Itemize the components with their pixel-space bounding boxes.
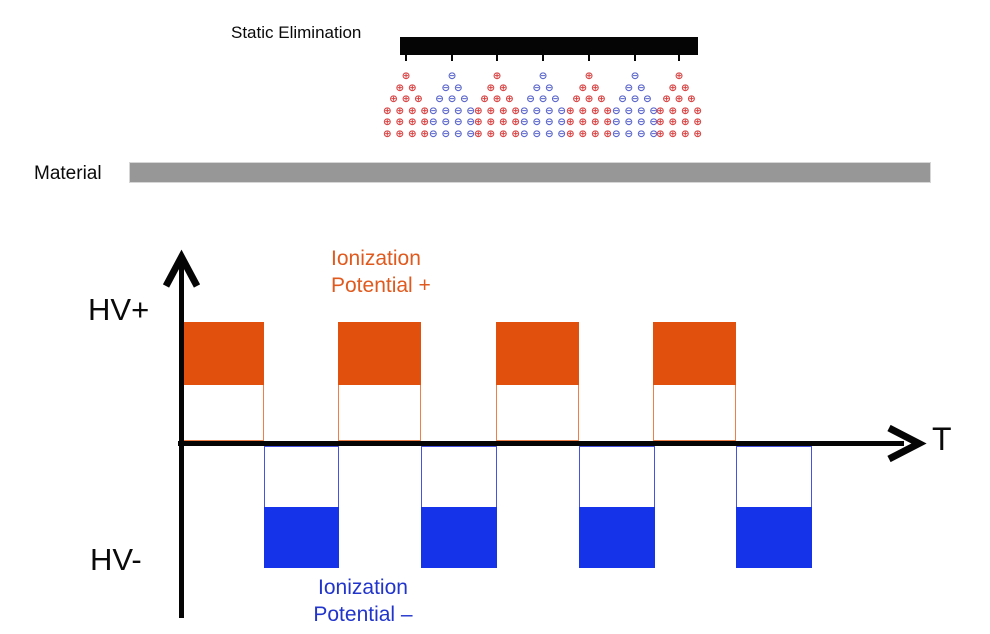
pulse-fill-negative — [736, 507, 812, 568]
emitter-pin — [496, 55, 498, 61]
ion-row: ⊕ — [584, 70, 594, 82]
emitter-pin — [588, 55, 590, 61]
static-elimination-label: Static Elimination — [231, 23, 362, 42]
negative-ion-cluster: ⊖ ⊖ ⊖ ⊖ ⊖ ⊖ ⊖ ⊖ ⊖ ⊖ ⊖ ⊖ ⊖ ⊖ ⊖ ⊖ ⊖ ⊖ — [611, 70, 659, 140]
emitter-pin — [405, 55, 407, 61]
ion-row: ⊖ ⊖ ⊖ ⊖ — [519, 127, 567, 140]
ion-row: ⊕ ⊕ — [668, 81, 690, 94]
pulse-fill-negative — [264, 507, 339, 568]
pulse-fill-negative — [421, 507, 497, 568]
pulse-fill-positive — [338, 322, 421, 385]
ion-row: ⊕ ⊕ ⊕ ⊕ — [655, 104, 703, 117]
ion-row: ⊕ ⊕ — [486, 81, 508, 94]
pulse-fill-negative — [579, 507, 655, 568]
positive-ion-cluster: ⊕ ⊕ ⊕ ⊕ ⊕ ⊕ ⊕ ⊕ ⊕ ⊕ ⊕ ⊕ ⊕ ⊕ ⊕ ⊕ ⊕ ⊕ — [382, 70, 430, 140]
ion-row: ⊖ ⊖ ⊖ ⊖ — [611, 116, 659, 128]
ion-row: ⊕ ⊕ ⊕ ⊕ — [473, 127, 521, 140]
ion-row: ⊖ — [630, 70, 640, 82]
pulse-fill-positive — [180, 322, 264, 385]
ion-row: ⊖ ⊖ ⊖ — [526, 93, 560, 105]
ionization-potential-plus-label: Ionization Potential + — [331, 245, 431, 299]
ion-row: ⊕ ⊕ ⊕ ⊕ — [382, 104, 430, 117]
negative-ion-cluster: ⊖ ⊖ ⊖ ⊖ ⊖ ⊖ ⊖ ⊖ ⊖ ⊖ ⊖ ⊖ ⊖ ⊖ ⊖ ⊖ ⊖ ⊖ — [519, 70, 567, 140]
ion-row: ⊖ ⊖ ⊖ ⊖ — [611, 104, 659, 117]
ionization-potential-minus-line2: Potential – — [313, 603, 413, 626]
positive-ion-cluster: ⊕ ⊕ ⊕ ⊕ ⊕ ⊕ ⊕ ⊕ ⊕ ⊕ ⊕ ⊕ ⊕ ⊕ ⊕ ⊕ ⊕ ⊕ — [565, 70, 613, 140]
ion-row: ⊕ ⊕ ⊕ ⊕ — [565, 104, 613, 117]
ion-row: ⊕ ⊕ ⊕ — [389, 93, 423, 105]
positive-ion-cluster: ⊕ ⊕ ⊕ ⊕ ⊕ ⊕ ⊕ ⊕ ⊕ ⊕ ⊕ ⊕ ⊕ ⊕ ⊕ ⊕ ⊕ ⊕ — [473, 70, 521, 140]
ion-row: ⊕ ⊕ ⊕ ⊕ — [655, 116, 703, 128]
ion-row: ⊖ ⊖ — [624, 81, 646, 94]
ion-row: ⊖ ⊖ ⊖ ⊖ — [519, 116, 567, 128]
hv-minus-label: HV- — [90, 542, 142, 577]
ion-row: ⊕ ⊕ ⊕ ⊕ — [382, 127, 430, 140]
positive-ion-cluster: ⊕ ⊕ ⊕ ⊕ ⊕ ⊕ ⊕ ⊕ ⊕ ⊕ ⊕ ⊕ ⊕ ⊕ ⊕ ⊕ ⊕ ⊕ — [655, 70, 703, 140]
pulse-fill-positive — [653, 322, 736, 385]
ionization-potential-plus-line2: Potential + — [331, 274, 431, 297]
ionization-potential-minus-line1: Ionization — [318, 576, 408, 599]
ion-row: ⊖ — [538, 70, 548, 82]
ion-row: ⊕ ⊕ ⊕ — [480, 93, 514, 105]
ionization-potential-plus-line1: Ionization — [331, 247, 421, 270]
ion-row: ⊕ ⊕ ⊕ — [662, 93, 696, 105]
ion-row: ⊕ ⊕ ⊕ ⊕ — [655, 127, 703, 140]
ion-row: ⊕ — [674, 70, 684, 82]
ionization-potential-minus-label: Ionization Potential – — [296, 574, 430, 628]
material-bar — [129, 162, 931, 183]
ion-row: ⊕ ⊕ ⊕ ⊕ — [565, 116, 613, 128]
emitter-pin — [678, 55, 680, 61]
ion-row: ⊖ ⊖ ⊖ ⊖ — [519, 104, 567, 117]
ion-row: ⊕ ⊕ ⊕ — [572, 93, 606, 105]
hv-plus-label: HV+ — [88, 292, 150, 327]
pulse-fill-positive — [496, 322, 579, 385]
ion-row: ⊖ ⊖ ⊖ — [435, 93, 469, 105]
ion-row: ⊕ ⊕ ⊕ ⊕ — [473, 116, 521, 128]
ion-row: ⊕ ⊕ ⊕ ⊕ — [473, 104, 521, 117]
ion-row: ⊖ ⊖ ⊖ ⊖ — [428, 127, 476, 140]
ion-row: ⊖ ⊖ ⊖ ⊖ — [428, 116, 476, 128]
ion-row: ⊖ ⊖ — [532, 81, 554, 94]
ion-row: ⊕ ⊕ ⊕ ⊕ — [565, 127, 613, 140]
ion-row: ⊕ — [492, 70, 502, 82]
ion-row: ⊕ ⊕ — [395, 81, 417, 94]
ion-row: ⊕ ⊕ ⊕ ⊕ — [382, 116, 430, 128]
emitter-pin — [542, 55, 544, 61]
ionizer-bar — [400, 37, 698, 55]
material-label: Material — [34, 163, 102, 184]
time-axis-label: T — [932, 421, 952, 457]
ion-row: ⊕ — [401, 70, 411, 82]
negative-ion-cluster: ⊖ ⊖ ⊖ ⊖ ⊖ ⊖ ⊖ ⊖ ⊖ ⊖ ⊖ ⊖ ⊖ ⊖ ⊖ ⊖ ⊖ ⊖ — [428, 70, 476, 140]
ion-row: ⊖ — [447, 70, 457, 82]
ion-row: ⊖ ⊖ ⊖ ⊖ — [428, 104, 476, 117]
ion-row: ⊖ ⊖ ⊖ — [618, 93, 652, 105]
ion-row: ⊖ ⊖ ⊖ ⊖ — [611, 127, 659, 140]
ion-row: ⊕ ⊕ — [578, 81, 600, 94]
ion-row: ⊖ ⊖ — [441, 81, 463, 94]
emitter-pin — [451, 55, 453, 61]
emitter-pin — [634, 55, 636, 61]
